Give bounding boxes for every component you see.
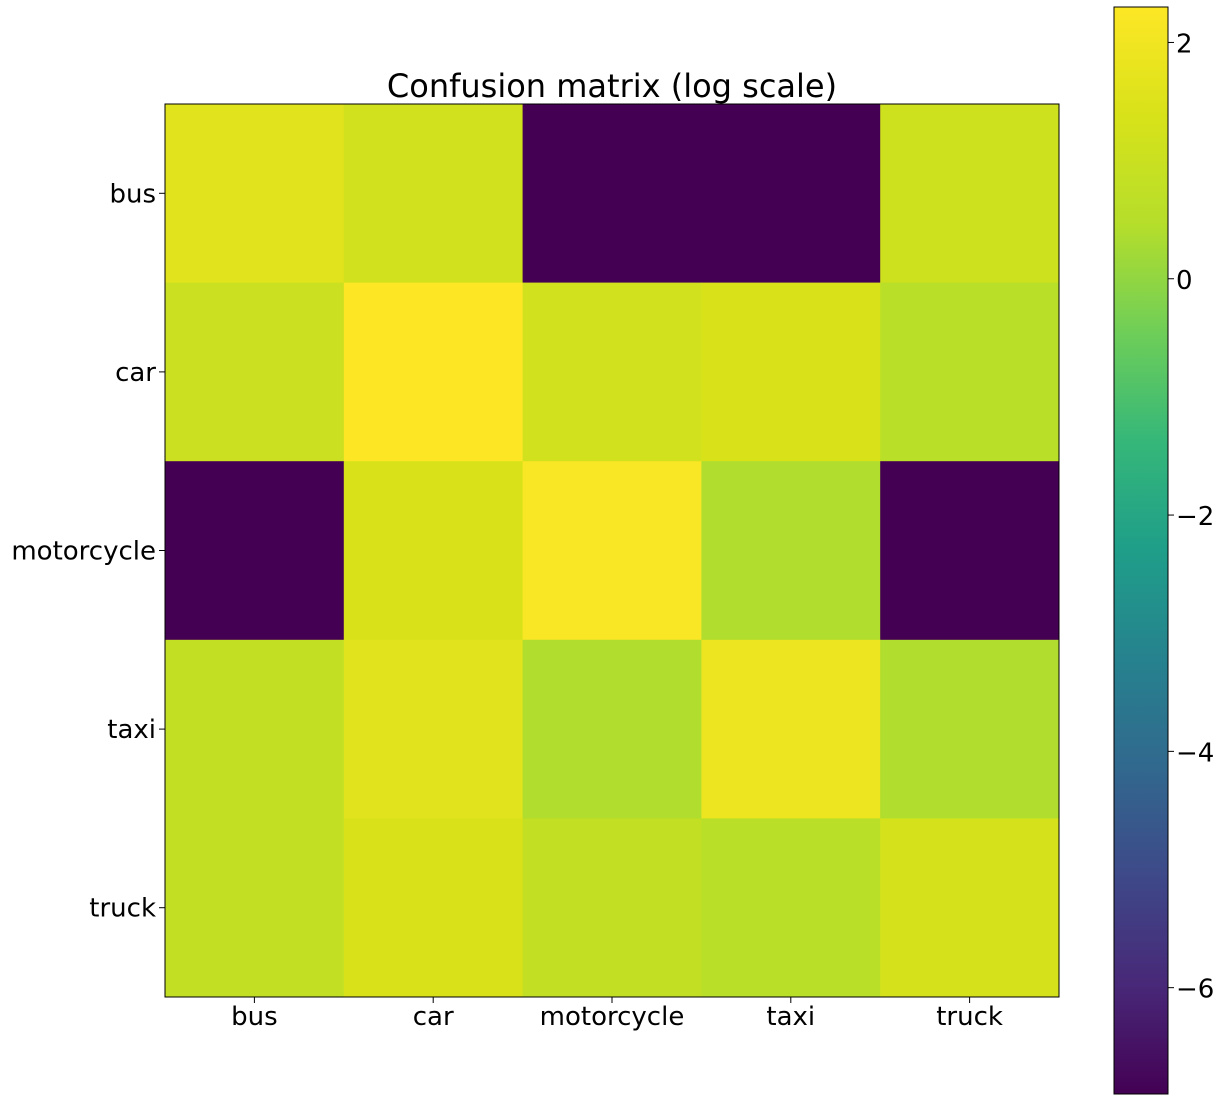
x-tick-label: truck bbox=[936, 1002, 1003, 1032]
heatmap-cell-truck-bus bbox=[165, 818, 345, 998]
colorbar bbox=[1113, 6, 1169, 1095]
heatmap-cell-truck-truck bbox=[880, 818, 1060, 998]
y-tick-label: car bbox=[115, 358, 156, 388]
heatmap-cell-taxi-truck bbox=[880, 639, 1060, 819]
heatmap-cell-bus-car bbox=[343, 104, 524, 284]
heatmap-cell-motorcycle-truck bbox=[880, 461, 1060, 641]
heatmap-cell-bus-truck bbox=[880, 104, 1060, 284]
heatmap-cells bbox=[165, 104, 1060, 998]
heatmap-cell-truck-car bbox=[343, 818, 524, 998]
heatmap-cell-motorcycle-bus bbox=[165, 461, 345, 641]
heatmap-cell-taxi-taxi bbox=[701, 639, 881, 819]
heatmap-cell-bus-motorcycle bbox=[522, 104, 702, 284]
heatmap-cell-truck-motorcycle bbox=[522, 818, 702, 998]
y-tick-label: motorcycle bbox=[11, 537, 156, 567]
heatmap-cell-taxi-car bbox=[343, 639, 524, 819]
colorbar-ticks: 2 0 −2 −4 −6 bbox=[1168, 29, 1214, 1005]
y-axis-ticks: bus car motorcycle taxi truck bbox=[11, 179, 165, 924]
heatmap-cell-car-car bbox=[343, 282, 524, 462]
y-tick-label: truck bbox=[89, 894, 156, 924]
heatmap-cell-car-truck bbox=[880, 282, 1060, 462]
colorbar-tick-label: 2 bbox=[1176, 29, 1193, 59]
x-tick-label: car bbox=[413, 1002, 454, 1032]
x-tick-label: taxi bbox=[766, 1002, 815, 1032]
y-tick-label: bus bbox=[109, 179, 156, 209]
heatmap-cell-taxi-bus bbox=[165, 639, 345, 819]
heatmap-cell-taxi-motorcycle bbox=[522, 639, 702, 819]
chart-title: Confusion matrix (log scale) bbox=[387, 67, 837, 105]
heatmap-cell-motorcycle-motorcycle bbox=[522, 461, 702, 641]
colorbar-tick-label: −6 bbox=[1176, 975, 1214, 1005]
colorbar-tick-label: 0 bbox=[1176, 266, 1193, 296]
heatmap-cell-car-taxi bbox=[701, 282, 881, 462]
heatmap-cell-bus-taxi bbox=[701, 104, 881, 284]
x-tick-label: motorcycle bbox=[540, 1002, 685, 1032]
colorbar-tick-label: −2 bbox=[1176, 502, 1214, 532]
x-tick-label: bus bbox=[231, 1002, 278, 1032]
heatmap-cell-motorcycle-car bbox=[343, 461, 524, 641]
heatmap-cell-truck-taxi bbox=[701, 818, 881, 998]
y-tick-label: taxi bbox=[107, 715, 156, 745]
heatmap-cell-car-bus bbox=[165, 282, 345, 462]
heatmap-cell-bus-bus bbox=[165, 104, 345, 284]
x-axis-ticks: bus car motorcycle taxi truck bbox=[231, 997, 1003, 1032]
colorbar-tick-label: −4 bbox=[1176, 738, 1214, 768]
heatmap-cell-car-motorcycle bbox=[522, 282, 702, 462]
heatmap-cell-motorcycle-taxi bbox=[701, 461, 881, 641]
